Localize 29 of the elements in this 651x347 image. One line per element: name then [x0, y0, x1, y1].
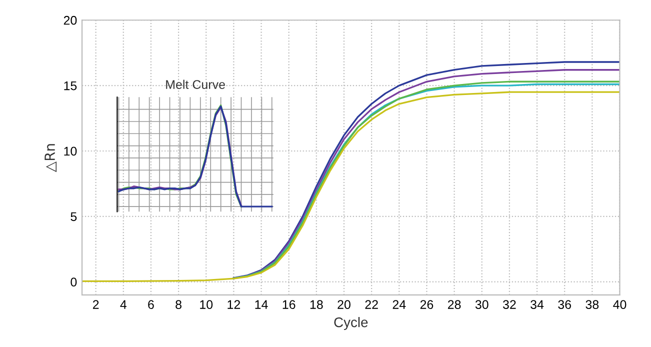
y-tick-label: 15 [64, 81, 77, 90]
x-tick-label: 18 [310, 300, 323, 309]
x-tick-label: 40 [613, 300, 626, 309]
line-series [82, 91, 620, 282]
y-tick-label: 0 [70, 278, 77, 287]
x-tick-label: 28 [448, 300, 461, 309]
x-tick-label: 8 [176, 300, 182, 309]
x-tick-label: 26 [420, 300, 434, 309]
x-tick-label: 24 [392, 300, 406, 309]
x-tick-label: 14 [255, 300, 268, 309]
y-axis-title: △Rn [44, 144, 57, 172]
x-tick-label: 34 [530, 300, 544, 309]
x-tick-label: 12 [228, 300, 240, 309]
chart-title: Melt Curve [166, 80, 225, 89]
y-tick-label: 10 [64, 146, 77, 156]
x-tick-label: 6 [148, 300, 154, 309]
y-tick-label: 20 [64, 16, 77, 25]
x-tick-label: 32 [502, 300, 516, 309]
x-tick-label: 38 [586, 300, 599, 309]
x-tick-label: 22 [365, 300, 378, 309]
x-tick-label: 4 [120, 300, 126, 309]
x-tick-label: 36 [558, 300, 572, 309]
x-axis-title: Cycle [334, 317, 368, 330]
x-tick-label: 30 [475, 300, 488, 309]
x-tick-label: 20 [338, 300, 350, 309]
x-tick-label: 2 [92, 300, 99, 309]
y-tick-label: 5 [70, 212, 77, 222]
x-tick-label: 16 [282, 300, 296, 309]
x-tick-label: 10 [200, 300, 213, 309]
